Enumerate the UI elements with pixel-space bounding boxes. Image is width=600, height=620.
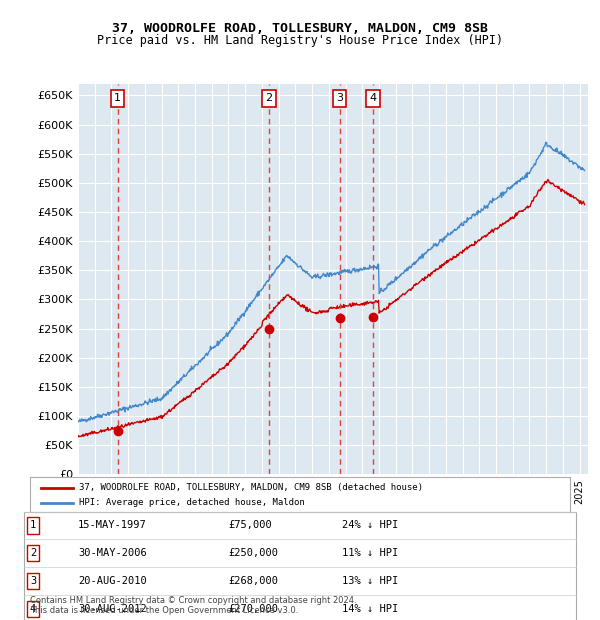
Text: 37, WOODROLFE ROAD, TOLLESBURY, MALDON, CM9 8SB (detached house): 37, WOODROLFE ROAD, TOLLESBURY, MALDON, …: [79, 483, 422, 492]
Text: 13% ↓ HPI: 13% ↓ HPI: [342, 576, 398, 587]
Text: 24% ↓ HPI: 24% ↓ HPI: [342, 520, 398, 531]
Text: £270,000: £270,000: [228, 604, 278, 614]
Text: 37, WOODROLFE ROAD, TOLLESBURY, MALDON, CM9 8SB: 37, WOODROLFE ROAD, TOLLESBURY, MALDON, …: [112, 22, 488, 35]
Text: 30-MAY-2006: 30-MAY-2006: [78, 548, 147, 559]
Text: HPI: Average price, detached house, Maldon: HPI: Average price, detached house, Mald…: [79, 498, 304, 508]
Text: 15-MAY-1997: 15-MAY-1997: [78, 520, 147, 531]
Text: £268,000: £268,000: [228, 576, 278, 587]
Text: 4: 4: [370, 93, 377, 104]
Text: 2: 2: [30, 548, 36, 559]
Text: Contains HM Land Registry data © Crown copyright and database right 2024.
This d: Contains HM Land Registry data © Crown c…: [30, 596, 356, 615]
Text: 4: 4: [30, 604, 36, 614]
Text: 20-AUG-2010: 20-AUG-2010: [78, 576, 147, 587]
Text: Price paid vs. HM Land Registry's House Price Index (HPI): Price paid vs. HM Land Registry's House …: [97, 34, 503, 47]
Text: 2: 2: [265, 93, 272, 104]
Text: 1: 1: [30, 520, 36, 531]
Text: £250,000: £250,000: [228, 548, 278, 559]
Text: 1: 1: [114, 93, 121, 104]
Text: £75,000: £75,000: [228, 520, 272, 531]
Text: 14% ↓ HPI: 14% ↓ HPI: [342, 604, 398, 614]
Text: 11% ↓ HPI: 11% ↓ HPI: [342, 548, 398, 559]
Text: 30-AUG-2012: 30-AUG-2012: [78, 604, 147, 614]
Text: 3: 3: [336, 93, 343, 104]
Text: 3: 3: [30, 576, 36, 587]
